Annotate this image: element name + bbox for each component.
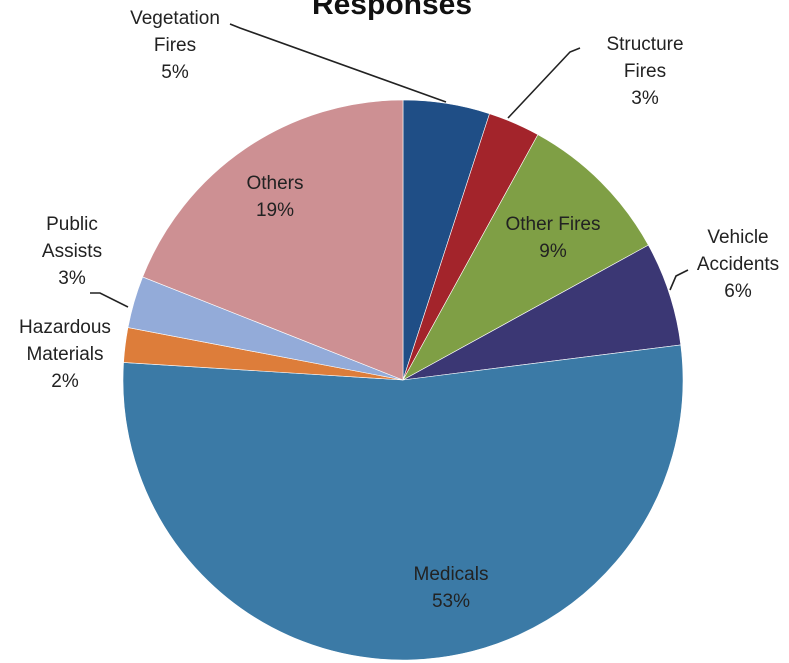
slice-label-vegetation-fires: Vegetation Fires 5%: [130, 8, 220, 83]
slice-label-other-fires: Other Fires 9%: [505, 214, 600, 262]
leader-line-vegetation-fires: [229, 23, 447, 103]
slice-label-hazardous-materials: Hazardous Materials 2%: [19, 317, 111, 392]
slice-label-structure-fires: Structure Fires 3%: [606, 34, 683, 109]
leader-line-structure-fires: [507, 47, 581, 119]
pie-slice-other-fires: [402, 134, 649, 381]
labels-group: Vegetation Fires 5% Structure Fires 3% Other F…: [19, 8, 779, 612]
pie-slice-others: [142, 99, 404, 381]
leader-lines-group: [90, 23, 689, 308]
leader-line-vehicle-accidents: [669, 269, 689, 291]
chart-title: Responses: [312, 0, 472, 21]
slice-label-others: Others 19%: [246, 173, 303, 221]
pie-slice-medicals: [122, 344, 684, 661]
slice-label-medicals: Medicals 53%: [414, 564, 489, 612]
slices-group: [122, 99, 684, 661]
slice-label-vehicle-accidents: Vehicle Accidents 6%: [697, 227, 779, 302]
leader-line-public-assists: [90, 292, 129, 308]
slice-label-public-assists: Public Assists 3%: [42, 214, 102, 289]
